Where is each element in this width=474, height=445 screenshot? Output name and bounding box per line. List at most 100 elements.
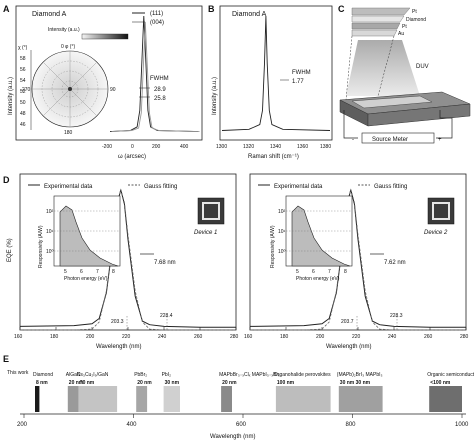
chi-tick: 48 <box>20 111 26 117</box>
pt-bottom-layer <box>351 22 401 30</box>
chi-tick: 46 <box>20 122 26 128</box>
bandwidth-label: 70 nm <box>80 380 95 386</box>
bandwidth-label: 30 nm 30 nm <box>340 380 371 386</box>
inset-responsivity-curve-2 <box>291 205 351 267</box>
eqe-exp-curve-1 <box>19 189 236 328</box>
a-xtick: 0 <box>131 144 134 150</box>
device-1-image <box>197 197 225 225</box>
b-xtick: 1320 <box>243 144 254 150</box>
panel-a-xlabel: ω (arcsec) <box>118 154 146 160</box>
wavelength-bars: Diamond 8 nm AlGaN 20 nm Cs₃Cu₂I₅/GaN 70 nm Pb… <box>33 372 474 412</box>
eqe-xtick-label: 160 <box>14 334 23 340</box>
layer-label: Au <box>398 31 404 37</box>
inset-2 <box>285 195 353 267</box>
panel-a-frame <box>15 5 203 141</box>
b-xtick: 1340 <box>270 144 281 150</box>
eqe-fit-curve-1 <box>20 188 236 331</box>
bandwidth-label: 30 nm <box>165 380 180 386</box>
material-label: Organohalide perovskites <box>274 372 331 378</box>
layer-label: Pt <box>412 9 417 15</box>
fwhm-2: 7.62 nm <box>384 260 406 266</box>
inset-ytick: 10¹ <box>278 229 286 235</box>
this-work-label: This work <box>7 370 29 376</box>
chi-tick: 56 <box>20 67 26 73</box>
panel-a: Diamond A (111) (004) Intensity (a.u.) χ… <box>8 5 203 160</box>
legend-fit-2: Gauss fitting <box>374 184 407 190</box>
material-label: AlGaN <box>66 372 81 378</box>
panel-a-title: Diamond A <box>32 11 67 18</box>
device-2-electrode <box>432 202 450 220</box>
inset-xtick: 8 <box>112 269 115 275</box>
legend-111: (111) <box>150 11 163 17</box>
rocking-curve-004 <box>111 21 200 133</box>
legend-exp-2: Experimental data <box>274 184 323 190</box>
device-2-image <box>427 197 455 225</box>
inset-xtick: 6 <box>312 269 315 275</box>
panel-c-letter: C <box>338 4 345 14</box>
inset-ylabel: Responsivity (A/W) <box>38 225 44 268</box>
source-meter-label: Source Meter <box>372 137 408 143</box>
material-label: (MAPb)₂BrI₃ MAPbI₃ <box>337 372 383 378</box>
eqe-xtick-label: 260 <box>424 334 433 340</box>
panel-a-ylabel: Intensity (a.u.) <box>8 77 14 115</box>
inset-responsivity-curve-1 <box>59 205 119 267</box>
au-layer <box>351 29 398 37</box>
zoom-line <box>345 35 353 101</box>
eqe-exp-curve-2 <box>249 189 466 328</box>
material-label: PbBr₂ <box>134 372 147 378</box>
panel-b-letter: B <box>208 4 215 14</box>
a-xtick: 200 <box>152 144 161 150</box>
inset-ytick: 10² <box>278 209 286 215</box>
eqe-xtick-label: 240 <box>158 334 167 340</box>
material-label: Organic semiconductor <box>427 372 474 378</box>
eqe-xtick-label: 220 <box>122 334 131 340</box>
bandwidth-label: <100 nm <box>430 380 451 386</box>
rocking-curve-111 <box>109 15 199 133</box>
cutoff-left-value-1: 203.3 <box>111 319 124 325</box>
duv-beam <box>346 40 420 96</box>
plus-terminal: + <box>438 137 442 143</box>
inset-ytick: 10¹ <box>46 229 54 235</box>
layer-label: Pt <box>402 24 407 30</box>
wavelength-bar <box>429 386 462 412</box>
duv-label: DUV <box>416 64 429 70</box>
panel-d-xlabel-2: Wavelength (nm) <box>326 344 371 350</box>
panel-a-letter: A <box>3 4 10 14</box>
wavelength-bar <box>275 386 331 412</box>
device-front <box>367 103 471 127</box>
b-xtick: 1360 <box>297 144 308 150</box>
eqe-xtick-label: 200 <box>86 334 95 340</box>
panel-b-ylabel: Intensity (a.u.) <box>212 77 218 115</box>
eqe-xtick-label: 280 <box>230 334 239 340</box>
layer-label: Diamond <box>406 17 426 23</box>
panel-d-ylabel: EQE (%) <box>7 238 13 262</box>
fwhm-value-111: 28.9 <box>154 87 166 93</box>
minus-terminal: - <box>352 137 354 143</box>
panel-b-frame <box>219 5 333 141</box>
colorbar-label: Intensity (a.u.) <box>48 27 80 33</box>
angle-180: 180 <box>64 130 73 136</box>
wavelength-bar <box>221 386 232 412</box>
panel-e-xlabel: Wavelength (nm) <box>210 434 255 440</box>
e-xtick-label: 800 <box>346 422 357 428</box>
inset-ytick: 10⁰ <box>278 249 286 255</box>
material-label: PbI₂ <box>162 372 172 378</box>
eqe-xtick-label: 280 <box>460 334 469 340</box>
e-xtick-label: 600 <box>236 422 247 428</box>
inset-ylabel: Responsivity (A/W) <box>270 225 276 268</box>
inset-xlabel: Photon energy (eV) <box>296 276 340 282</box>
source-meter-box <box>361 132 435 144</box>
wavelength-bar <box>163 386 180 412</box>
bandwidth-label: 20 nm <box>69 380 84 386</box>
angle-270: 270 <box>22 87 31 93</box>
panel-b-title: Diamond A <box>232 11 267 18</box>
eqe-fit-curve-2 <box>250 188 466 331</box>
cutoff-left-value-2: 203.7 <box>341 319 354 325</box>
e-xtick-label: 1000 <box>455 422 469 428</box>
a-xtick: 400 <box>180 144 189 150</box>
device-2-label: Device 2 <box>424 230 448 236</box>
chi-tick: 54 <box>20 78 26 84</box>
inset-xtick: 6 <box>80 269 83 275</box>
bandwidth-label: 20 nm <box>137 380 152 386</box>
wavelength-bar <box>338 386 383 412</box>
